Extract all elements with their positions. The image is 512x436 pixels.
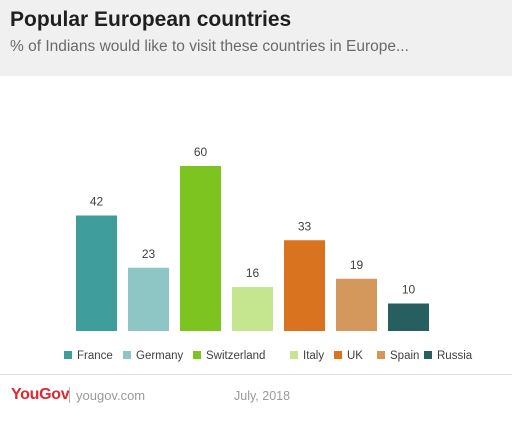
chart-legend: France Germany Switzerland Italy UK Spain Russ…: [64, 350, 473, 362]
legend-swatch-switzerland: [193, 351, 201, 359]
legend-label-russia: Russia: [437, 350, 473, 362]
footer-divider: [0, 374, 512, 375]
legend-label-italy: Italy: [303, 350, 324, 362]
chart-title: Popular European countries: [10, 8, 292, 31]
value-labels-group: 42 23 60 16 33 19 10: [90, 145, 416, 297]
legend-swatch-uk: [334, 351, 342, 359]
legend-swatch-italy: [290, 351, 298, 359]
value-label-france: 42: [90, 195, 104, 209]
bar-uk: [284, 240, 325, 331]
legend-label-germany: Germany: [136, 350, 184, 362]
value-label-spain: 19: [350, 258, 364, 272]
bar-germany: [128, 267, 169, 331]
bar-switzerland: [180, 166, 221, 331]
legend-swatch-russia: [424, 351, 432, 359]
value-label-switzerland: 60: [194, 145, 208, 159]
bar-russia: [388, 303, 429, 331]
site-link[interactable]: yougov.com: [76, 388, 146, 403]
legend-swatch-germany: [123, 351, 131, 359]
legend-swatch-france: [64, 351, 72, 359]
value-label-russia: 10: [402, 283, 416, 297]
chart-header: Popular European countries % of Indians …: [0, 0, 512, 76]
legend-swatch-spain: [377, 351, 385, 359]
publish-date: July, 2018: [234, 389, 291, 403]
legend-label-switzerland: Switzerland: [206, 350, 265, 362]
legend-label-france: France: [77, 350, 113, 362]
value-label-germany: 23: [142, 247, 156, 261]
bars-group: [76, 166, 429, 331]
yougov-logo: YouGov: [11, 386, 70, 403]
legend-label-spain: Spain: [390, 350, 419, 362]
chart-subtitle: % of Indians would like to visit these c…: [10, 38, 409, 55]
bar-spain: [336, 278, 377, 331]
legend-label-uk: UK: [347, 350, 363, 362]
logo-divider: [69, 387, 70, 403]
bar-italy: [232, 287, 273, 331]
bar-france: [76, 215, 117, 331]
value-label-italy: 16: [246, 266, 260, 280]
value-label-uk: 33: [298, 219, 312, 233]
bar-chart: 42 23 60 16 33 19 10 France Germany Switzerland I…: [64, 145, 473, 362]
